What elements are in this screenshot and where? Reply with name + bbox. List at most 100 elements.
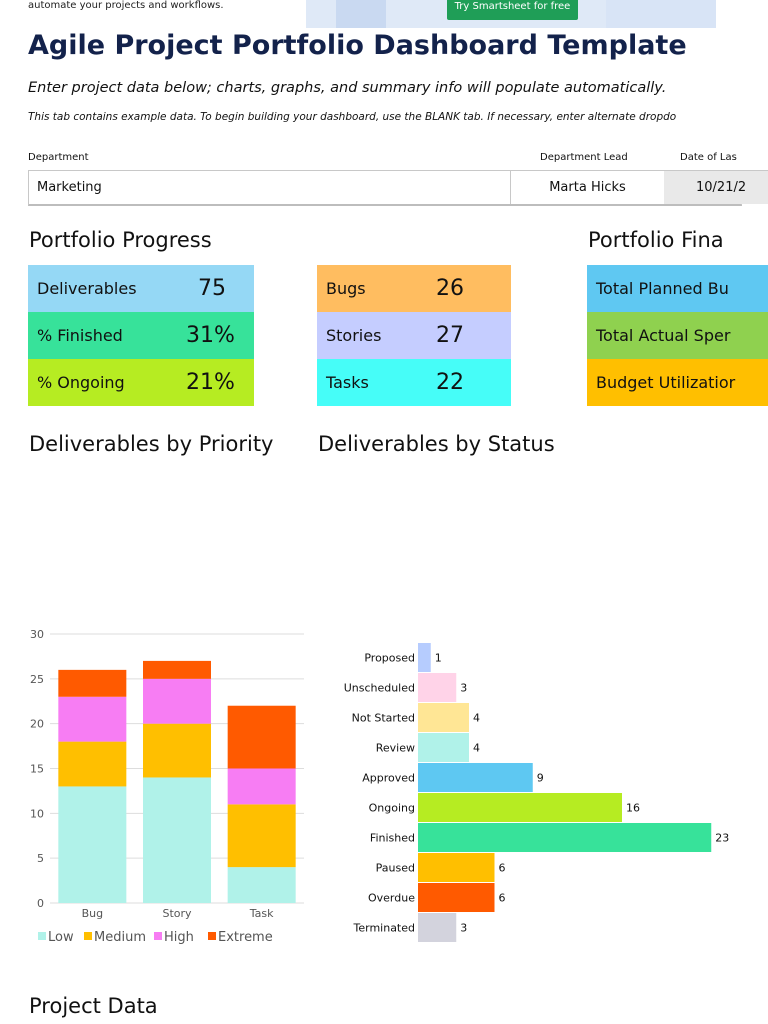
bar-segment-extreme <box>58 669 127 697</box>
data-label: 9 <box>537 772 544 785</box>
tile-label: Total Planned Bu <box>596 279 729 298</box>
data-label: 1 <box>435 652 442 665</box>
tile-value: 22 <box>436 370 464 395</box>
banner-graphic <box>606 0 716 28</box>
bar-segment-medium <box>143 723 211 778</box>
type-tiles: Bugs 26 Stories 27 Tasks 22 <box>317 265 511 406</box>
bar-segment-extreme <box>143 660 211 679</box>
portfolio-progress-heading: Portfolio Progress <box>29 228 212 252</box>
data-label: 16 <box>626 802 640 815</box>
status-bar <box>418 793 622 822</box>
legend-swatch <box>154 932 162 940</box>
total-actual-spend-tile: Total Actual Sper <box>587 312 768 359</box>
banner-text: automate your projects and workflows. <box>28 0 224 11</box>
status-bar <box>418 673 457 702</box>
data-label: 4 <box>473 742 480 755</box>
banner-graphic <box>336 0 386 28</box>
data-label: 6 <box>499 892 506 905</box>
x-tick-label: Bug <box>82 907 104 920</box>
bar-segment-high <box>143 678 211 724</box>
department-label: Department <box>28 152 89 163</box>
category-label: Ongoing <box>369 802 415 815</box>
data-label: 4 <box>473 712 480 725</box>
status-bar <box>418 853 495 882</box>
finance-tiles: Total Planned Bu Total Actual Sper Budge… <box>587 265 768 406</box>
deliverables-tile: Deliverables 75 <box>28 265 254 312</box>
priority-chart-heading: Deliverables by Priority <box>29 432 274 456</box>
stories-tile: Stories 27 <box>317 312 511 359</box>
y-tick-label: 20 <box>30 718 44 731</box>
bar-segment-low <box>58 786 127 903</box>
tile-value: 26 <box>436 276 464 301</box>
portfolio-finance-heading: Portfolio Fina <box>588 228 724 252</box>
bar-segment-high <box>227 768 296 805</box>
legend-label: High <box>164 930 194 945</box>
data-label: 6 <box>499 862 506 875</box>
page-title: Agile Project Portfolio Dashboard Templa… <box>28 30 687 61</box>
budget-utilization-tile: Budget Utilizatior <box>587 359 768 406</box>
bar-segment-low <box>143 777 211 903</box>
tile-label: Deliverables <box>37 279 137 298</box>
status-chart-heading: Deliverables by Status <box>318 432 555 456</box>
department-lead-field[interactable]: Marta Hicks <box>549 180 626 195</box>
department-row: Marketing Marta Hicks <box>28 170 742 206</box>
date-label: Date of Las <box>680 152 737 163</box>
bugs-tile: Bugs 26 <box>317 265 511 312</box>
category-label: Unscheduled <box>344 682 415 695</box>
project-data-heading: Project Data <box>29 994 158 1018</box>
bar-segment-high <box>58 696 127 742</box>
status-horizontal-bar-chart: Proposed 1 Unscheduled 3 Not Started 4 Review 4… <box>344 643 729 942</box>
instructions-note: This tab contains example data. To begin… <box>28 111 677 123</box>
tasks-tile: Tasks 22 <box>317 359 511 406</box>
data-label: 3 <box>460 922 467 935</box>
date-field[interactable]: 10/21/2 <box>664 170 768 204</box>
legend-swatch <box>84 932 92 940</box>
status-bar <box>418 763 533 792</box>
bar-segment-medium <box>58 741 127 787</box>
data-label: 23 <box>715 832 729 845</box>
legend-label: Medium <box>94 930 146 945</box>
legend-swatch <box>38 932 46 940</box>
finished-tile: % Finished 31% <box>28 312 254 359</box>
y-tick-label: 0 <box>37 897 44 910</box>
legend-label: Extreme <box>218 930 273 945</box>
department-lead-label: Department Lead <box>540 152 628 163</box>
tile-label: % Finished <box>37 326 123 345</box>
status-bar <box>418 643 431 672</box>
tile-label: % Ongoing <box>37 373 125 392</box>
data-label: 3 <box>460 682 467 695</box>
tile-value: 21% <box>186 370 235 395</box>
category-label: Terminated <box>353 922 416 935</box>
progress-tiles: Deliverables 75 % Finished 31% % Ongoing… <box>28 265 254 406</box>
status-bar <box>418 883 495 912</box>
tile-label: Budget Utilizatior <box>596 373 736 392</box>
status-bar <box>418 703 469 732</box>
x-tick-label: Task <box>249 907 274 920</box>
y-tick-label: 5 <box>37 852 44 865</box>
x-tick-label: Story <box>162 907 192 920</box>
legend-swatch <box>208 932 216 940</box>
date-value: 10/21/2 <box>696 180 747 195</box>
bar-segment-extreme <box>227 705 296 769</box>
try-smartsheet-button[interactable]: Try Smartsheet for free <box>447 0 578 20</box>
status-bar <box>418 733 469 762</box>
category-label: Overdue <box>368 892 415 905</box>
tile-label: Bugs <box>326 279 366 298</box>
status-bar <box>418 913 457 942</box>
bar-segment-medium <box>227 804 296 868</box>
y-tick-label: 30 <box>30 628 44 641</box>
category-label: Proposed <box>364 652 415 665</box>
tile-value: 27 <box>436 323 464 348</box>
tile-value: 31% <box>186 323 235 348</box>
total-planned-budget-tile: Total Planned Bu <box>587 265 768 312</box>
category-label: Not Started <box>352 712 415 725</box>
y-tick-label: 10 <box>30 807 44 820</box>
department-field[interactable]: Marketing <box>29 171 511 204</box>
tile-label: Stories <box>326 326 382 345</box>
y-tick-label: 15 <box>30 763 44 776</box>
status-bar <box>418 823 712 852</box>
y-tick-label: 25 <box>30 673 44 686</box>
tile-label: Total Actual Sper <box>596 326 731 345</box>
legend-label: Low <box>48 930 74 945</box>
category-label: Paused <box>376 862 415 875</box>
